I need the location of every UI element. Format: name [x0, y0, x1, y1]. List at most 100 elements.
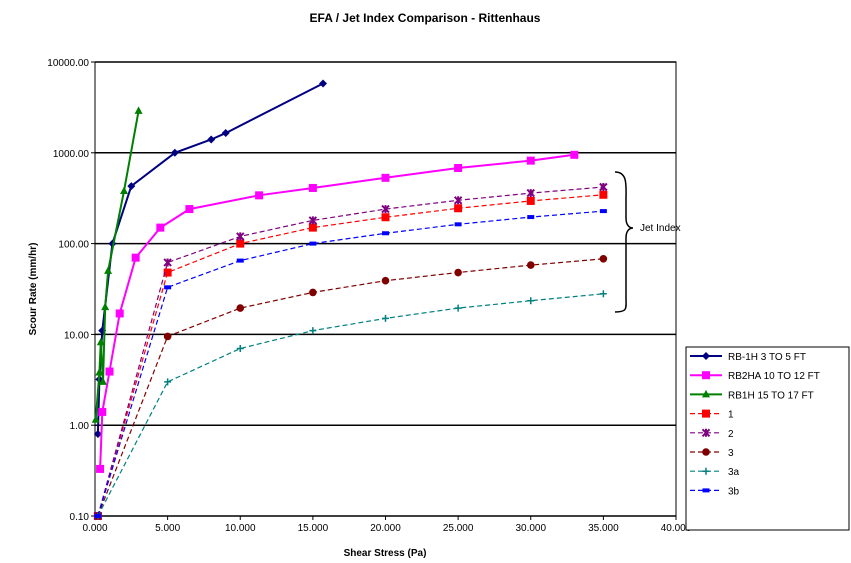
y-tick-label: 0.10 [70, 512, 90, 523]
chart-title: EFA / Jet Index Comparison - Rittenhaus [310, 11, 541, 25]
x-tick-label: 30.000 [515, 523, 546, 534]
legend-label: RB-1H 3 TO 5 FT [728, 352, 806, 363]
legend-items: RB-1H 3 TO 5 FT RB2HA 10 TO 12 FT RB1H 15 … [690, 352, 820, 497]
x-tick-label: 40.000 [661, 523, 692, 534]
data-point [255, 191, 264, 200]
data-point [308, 216, 318, 225]
legend-label: 3 [728, 448, 734, 459]
jet-index-annotation: Jet Index [640, 223, 681, 234]
legend-label: 3a [728, 467, 740, 478]
data-point [702, 352, 710, 360]
legend-item: 3 [690, 448, 734, 459]
data-point [94, 514, 102, 518]
data-point [702, 467, 710, 475]
data-point [570, 150, 579, 159]
data-point [101, 302, 110, 311]
data-point [381, 173, 390, 182]
legend-item: 2 [690, 428, 734, 440]
data-point [96, 337, 105, 346]
series-2 [93, 182, 608, 521]
data-point [599, 182, 608, 192]
data-point [98, 407, 107, 416]
data-point [526, 156, 535, 165]
data-point [309, 288, 317, 297]
legend-label: RB2HA 10 TO 12 FT [728, 371, 820, 382]
data-point [308, 183, 317, 192]
data-point [164, 378, 172, 386]
data-point [319, 79, 328, 88]
data-point [599, 290, 607, 298]
data-point [599, 209, 607, 214]
series-3 [94, 255, 608, 520]
data-point [236, 239, 245, 248]
data-point [527, 215, 535, 220]
data-point [381, 213, 390, 222]
data-point [185, 205, 194, 214]
data-point [599, 190, 608, 199]
y-tick-label: 1.00 [70, 421, 90, 432]
y-tick-label: 10000.00 [47, 58, 89, 69]
legend-label: RB1H 15 TO 17 FT [728, 390, 814, 401]
data-point [236, 232, 245, 241]
data-point [702, 488, 710, 493]
data-point [115, 309, 124, 318]
y-tick-label: 1000.00 [53, 149, 90, 160]
data-point [702, 389, 710, 398]
x-tick-label: 0.000 [82, 523, 107, 534]
x-axis-label: Shear Stress (Pa) [344, 548, 427, 559]
x-tick-label: 35.000 [588, 523, 619, 534]
series-line [96, 82, 324, 435]
data-point [599, 255, 608, 263]
x-tick-label: 20.000 [370, 523, 401, 534]
data-point [702, 371, 710, 380]
data-point [96, 464, 105, 473]
legend-item: 3a [690, 467, 740, 478]
data-point [382, 231, 389, 236]
series-3b [94, 209, 607, 518]
data-point [95, 368, 104, 376]
series-rb-1h-3-to-5-ft [93, 79, 328, 438]
data-point [207, 135, 216, 144]
series-group [91, 79, 608, 521]
data-point [163, 332, 172, 341]
x-tick-label: 15.000 [298, 523, 329, 534]
series-line [97, 186, 604, 517]
data-point [454, 204, 463, 213]
data-point [236, 258, 244, 263]
data-point [309, 327, 317, 335]
data-point [702, 409, 710, 418]
data-point [526, 196, 535, 205]
data-point [702, 448, 710, 456]
data-point [454, 304, 462, 312]
series-line [97, 258, 604, 517]
y-tick-label: 10.00 [64, 330, 89, 341]
data-point [93, 429, 102, 438]
series-line [97, 293, 604, 517]
data-point [163, 258, 172, 267]
y-axis-ticks: 0.10 1.00 10.00 100.00 1000.00 10000.00 [47, 58, 95, 523]
y-tick-label: 100.00 [58, 240, 89, 251]
data-point [527, 297, 535, 305]
data-point [701, 428, 711, 438]
data-point [236, 304, 245, 312]
data-point [309, 241, 317, 246]
data-point [308, 223, 317, 232]
plot-frame [94, 61, 677, 517]
data-point [381, 276, 390, 285]
x-axis-ticks: 0.000 5.000 10.000 15.000 20.000 25.000 30.000… [82, 516, 692, 534]
series-1 [93, 190, 608, 520]
grid-lines [95, 61, 676, 517]
y-axis-label: Scour Rate (mm/hr) [28, 243, 39, 336]
legend-item: RB1H 15 TO 17 FT [690, 389, 814, 401]
data-point [134, 106, 143, 114]
series-rb2ha-10-to-12-ft [96, 150, 579, 473]
legend: RB-1H 3 TO 5 FT RB2HA 10 TO 12 FT RB1H 15 … [685, 346, 850, 531]
x-tick-label: 10.000 [225, 523, 256, 534]
data-point [381, 204, 390, 214]
data-point [526, 261, 535, 269]
data-point [236, 344, 244, 352]
legend-label: 1 [728, 410, 734, 421]
data-point [98, 377, 107, 385]
data-point [170, 148, 179, 157]
